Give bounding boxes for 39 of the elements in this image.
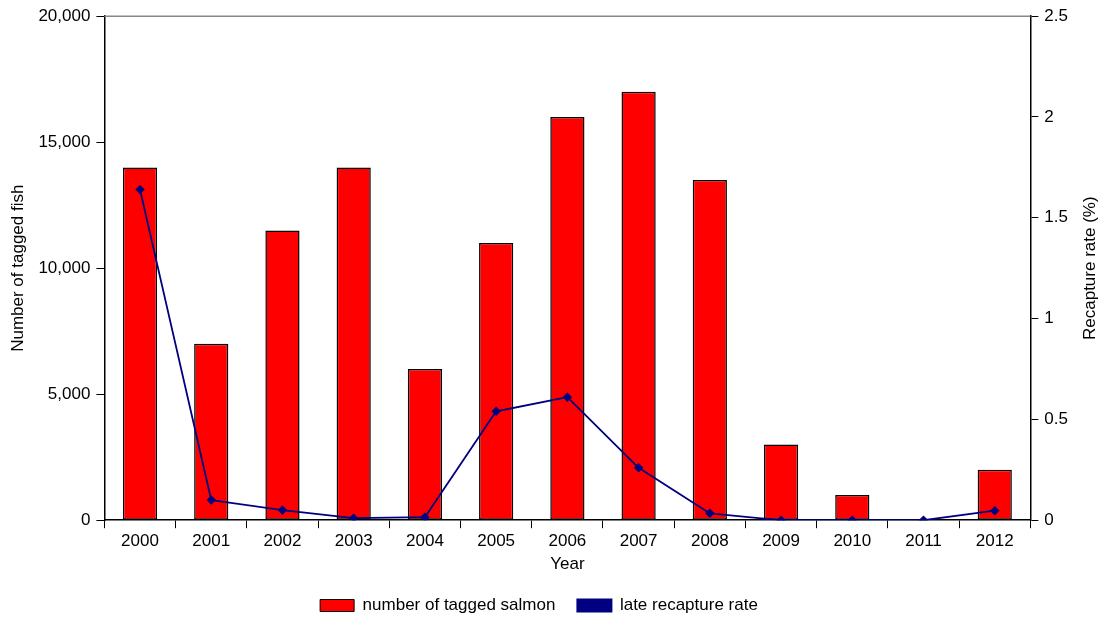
x-tick-label: 2002	[263, 531, 302, 551]
point	[990, 506, 1000, 516]
point	[135, 185, 145, 194]
point	[562, 392, 572, 402]
x-tick-label: 2006	[548, 531, 587, 551]
legend-label: late recapture rate	[619, 595, 758, 615]
y-tick-label: 10,000	[38, 257, 91, 277]
y2-tick-label: 2.5	[1044, 5, 1069, 25]
x-axis-title: Year	[550, 554, 585, 574]
point	[206, 495, 216, 505]
x-tick-label: 2000	[121, 531, 159, 551]
y-tick-label: 5,000	[47, 383, 91, 403]
y2-tick-label: 1	[1044, 308, 1054, 328]
x-tick-label: 2007	[619, 531, 658, 551]
x-tick-label: 2004	[406, 531, 444, 551]
legend-label: number of tagged salmon	[362, 595, 556, 615]
y2-tick-label: 0	[1044, 509, 1054, 529]
point	[349, 513, 359, 521]
x-tick-label: 2011	[905, 531, 942, 551]
point	[491, 406, 501, 416]
y-tick-label: 15,000	[38, 131, 91, 151]
y2-tick-label: 1.5	[1044, 207, 1069, 227]
y-tick-label: 20,000	[38, 5, 91, 25]
x-tick-label: 2003	[334, 531, 373, 551]
x-tick-label: 2012	[975, 531, 1014, 551]
x-tick-label: 2009	[762, 531, 800, 551]
x-tick-label: 2005	[477, 531, 516, 551]
y2-tick-label: 0.5	[1044, 409, 1069, 429]
y-tick-label: 0	[80, 509, 91, 529]
point	[278, 505, 287, 515]
x-tick-label: 2010	[833, 531, 872, 551]
x-tick-label: 2008	[690, 531, 729, 551]
y2-tick-label: 2	[1044, 106, 1054, 126]
y2-axis-title: Recapture rate (%)	[1079, 196, 1099, 341]
x-tick-label: 2001	[192, 531, 231, 551]
y-axis-title: Number of tagged fish	[7, 184, 27, 352]
point	[705, 508, 715, 518]
point	[420, 512, 430, 521]
point	[634, 463, 644, 473]
